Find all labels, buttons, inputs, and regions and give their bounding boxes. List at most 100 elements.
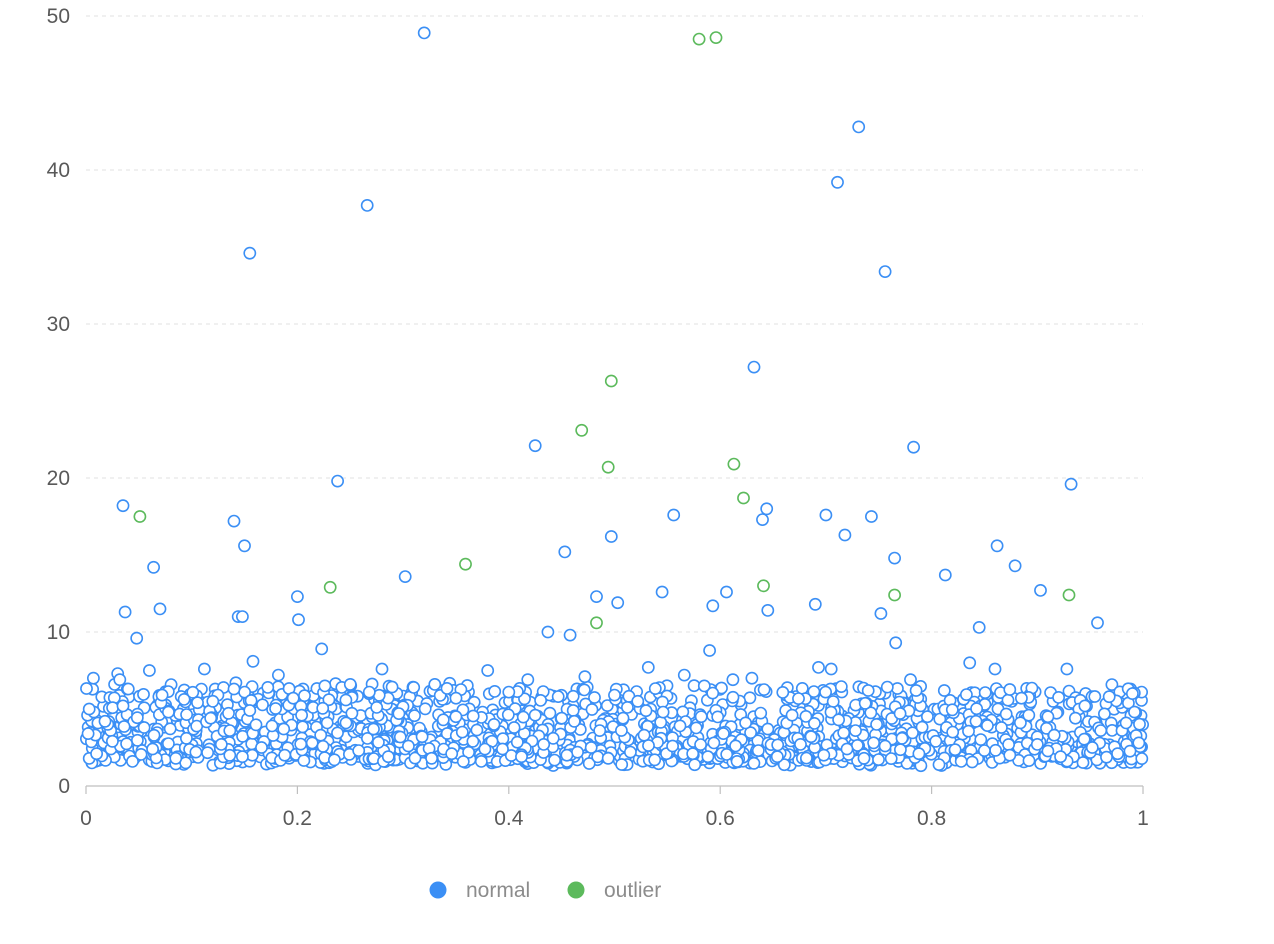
- normal-point: [90, 747, 103, 761]
- normal-point: [1003, 748, 1017, 762]
- normal-point: [566, 704, 580, 717]
- normal-point: [963, 656, 977, 670]
- normal-point: [608, 688, 621, 702]
- normal-point: [972, 621, 986, 634]
- normal-point: [407, 681, 421, 694]
- normal-point: [1105, 678, 1119, 691]
- normal-point: [116, 499, 130, 513]
- normal-point: [1128, 705, 1141, 719]
- normal-point: [611, 596, 625, 610]
- outlier-point: [888, 588, 901, 602]
- normal-point: [954, 755, 968, 768]
- normal-point: [760, 502, 774, 516]
- normal-point: [838, 528, 852, 542]
- normal-point: [331, 726, 344, 740]
- normal-point: [878, 265, 892, 278]
- normal-point: [318, 679, 332, 693]
- normal-point: [604, 530, 618, 543]
- normal-point: [641, 661, 655, 674]
- normal-point: [1041, 744, 1055, 758]
- normal-point: [496, 742, 509, 756]
- normal-point: [808, 597, 822, 611]
- legend-label-outlier[interactable]: outlier: [604, 879, 661, 902]
- normal-point: [1085, 741, 1099, 754]
- normal-point: [227, 682, 241, 696]
- outlier-point: [1062, 588, 1076, 602]
- normal-point: [1076, 756, 1090, 769]
- normal-point: [1002, 738, 1015, 751]
- normal-point: [840, 742, 854, 756]
- normal-point: [1008, 559, 1022, 573]
- outlier-point: [601, 460, 615, 474]
- normal-point: [870, 718, 883, 731]
- normal-point: [1015, 691, 1028, 705]
- normal-point: [381, 750, 395, 764]
- normal-point: [507, 721, 521, 734]
- normal-point: [137, 688, 150, 701]
- normal-point: [761, 604, 775, 617]
- normal-point: [82, 702, 96, 716]
- normal-point: [849, 724, 862, 737]
- normal-point: [884, 752, 898, 765]
- normal-point: [265, 719, 279, 733]
- x-tick-label: 1: [1137, 807, 1149, 830]
- normal-point: [995, 721, 1008, 734]
- normal-point: [590, 590, 603, 603]
- normal-point: [223, 724, 237, 737]
- normal-point: [314, 728, 328, 742]
- normal-point: [932, 758, 946, 771]
- normal-point: [537, 738, 551, 751]
- normal-point: [177, 693, 191, 706]
- normal-point: [792, 692, 805, 705]
- outlier-point: [709, 31, 723, 44]
- normal-point: [296, 720, 309, 734]
- normal-point: [214, 738, 228, 751]
- normal-point: [824, 705, 838, 719]
- normal-point: [921, 710, 934, 724]
- normal-point: [238, 539, 251, 553]
- normal-point: [425, 751, 438, 765]
- normal-point: [546, 731, 560, 745]
- normal-point: [352, 744, 366, 757]
- normal-point: [730, 755, 744, 768]
- normal-point: [393, 730, 407, 744]
- normal-point: [322, 693, 336, 707]
- normal-point: [639, 704, 653, 718]
- normal-point: [315, 642, 329, 656]
- normal-point: [235, 750, 249, 764]
- normal-point: [894, 743, 907, 757]
- axes: 0 10 20 30 40 50 0 0.2 0.4 0.6 0.8 1: [47, 5, 1149, 830]
- normal-point: [831, 175, 844, 189]
- normal-point: [703, 644, 716, 657]
- normal-point: [804, 730, 818, 744]
- normal-point: [169, 751, 183, 765]
- normal-point: [466, 734, 480, 748]
- normal-point: [907, 440, 920, 454]
- normal-point: [316, 701, 330, 715]
- normal-point: [117, 720, 131, 733]
- normal-point: [1003, 683, 1017, 696]
- normal-point: [163, 722, 177, 736]
- normal-point: [440, 682, 454, 695]
- normal-point: [515, 750, 528, 764]
- normal-point: [616, 711, 630, 725]
- normal-point: [1135, 752, 1149, 765]
- y-tick-label: 50: [47, 5, 70, 28]
- normal-point: [271, 668, 285, 682]
- legend-label-normal[interactable]: normal: [466, 879, 530, 902]
- normal-point: [615, 724, 628, 737]
- normal-point: [878, 739, 892, 753]
- normal-point: [834, 680, 848, 693]
- normal-point: [1052, 691, 1065, 704]
- normal-point: [474, 755, 488, 768]
- normal-point: [747, 756, 761, 770]
- normal-point: [161, 737, 175, 750]
- normal-point: [937, 684, 951, 697]
- normal-point: [180, 708, 193, 721]
- normal-point: [969, 714, 983, 728]
- normal-point: [874, 607, 888, 620]
- normal-point: [852, 120, 866, 134]
- normal-point: [106, 734, 119, 748]
- outlier-point: [133, 510, 147, 523]
- normal-point: [893, 707, 907, 720]
